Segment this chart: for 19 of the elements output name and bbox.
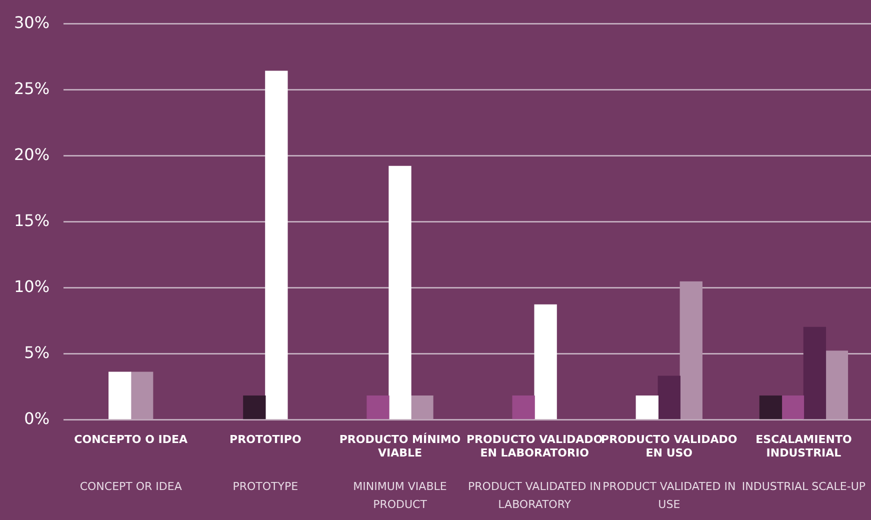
text: INDUSTRIAL SCALE-UP — [742, 480, 866, 493]
x-tick-label: PRODUCTO VALIDADO EN USO — [601, 433, 738, 460]
y-tick-label: 15% — [14, 210, 50, 230]
x-tick-label: PRODUCTO MÍNIMO VIABLE — [339, 432, 461, 460]
y-tick-label: 5% — [24, 342, 50, 362]
text: PRODUCT VALIDATED IN LABORATORY — [468, 480, 602, 511]
y-tick-label: 10% — [14, 276, 50, 296]
y-tick-label: 30% — [14, 12, 50, 32]
text: PROTOTYPE — [232, 480, 298, 493]
text: CONCEPT OR IDEA — [80, 480, 182, 493]
x-tick-label: ESCALAMIENTO INDUSTRIAL — [756, 433, 852, 460]
x-tick-label: PROTOTIPO — [230, 433, 302, 446]
y-tick-label: 20% — [14, 144, 50, 164]
x-tick-label: CONCEPTO O IDEA — [74, 433, 188, 446]
text: PRODUCT VALIDATED IN USE — [602, 480, 736, 511]
x-tick-label: PRODUCTO VALIDADO EN LABORATORIO — [466, 433, 603, 460]
y-tick-label: 25% — [14, 78, 50, 98]
y-tick-label: 0% — [24, 408, 50, 428]
text: MINIMUM VIABLE PRODUCT — [353, 480, 447, 511]
